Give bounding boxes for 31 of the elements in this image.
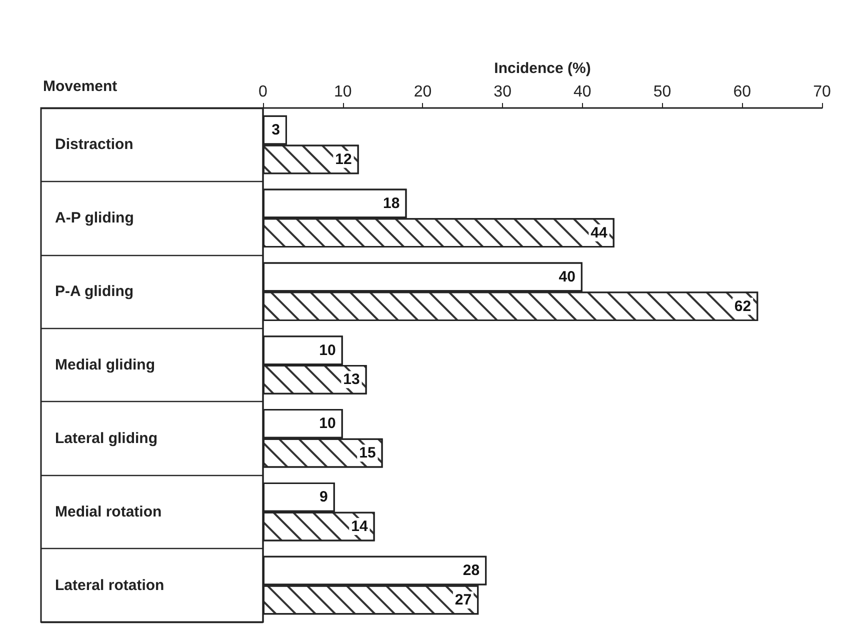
data-label: 44	[590, 224, 608, 242]
x-tick-label: 70	[813, 84, 831, 100]
x-tick-label: 20	[414, 84, 432, 100]
y-tick-label: Lateral gliding	[55, 430, 158, 447]
y-axis-title: Movement	[43, 78, 118, 95]
x-tick-label: 40	[574, 84, 592, 100]
data-label: 10	[319, 342, 336, 359]
x-tick-label: 60	[733, 84, 752, 100]
data-label: 27	[454, 591, 472, 608]
x-tick-label: 50	[653, 84, 672, 100]
x-tick-label: 10	[334, 84, 352, 100]
y-tick-label: A-P gliding	[55, 210, 134, 227]
y-tick-label: Medial rotation	[55, 503, 162, 520]
y-tick-label: P-A gliding	[55, 283, 134, 300]
x-tick-label: 0	[258, 84, 268, 100]
y-tick-label: Distraction	[55, 136, 134, 154]
data-label: 13	[343, 371, 360, 388]
data-label: 12	[335, 150, 352, 168]
y-tick-label: Lateral rotation	[55, 576, 164, 594]
data-label: 62	[734, 298, 752, 315]
data-label: 14	[351, 518, 368, 536]
data-label: 18	[383, 194, 400, 212]
data-label: 3	[272, 122, 280, 139]
data-label: 40	[558, 268, 576, 286]
data-label: 28	[462, 562, 480, 580]
data-label: 15	[359, 444, 376, 462]
data-label: 10	[319, 415, 336, 432]
x-axis-title: Incidence (%)	[494, 60, 591, 77]
data-label: 9	[320, 488, 328, 506]
y-tick-label: Medial gliding	[55, 356, 155, 374]
x-tick-label: 30	[494, 84, 512, 100]
